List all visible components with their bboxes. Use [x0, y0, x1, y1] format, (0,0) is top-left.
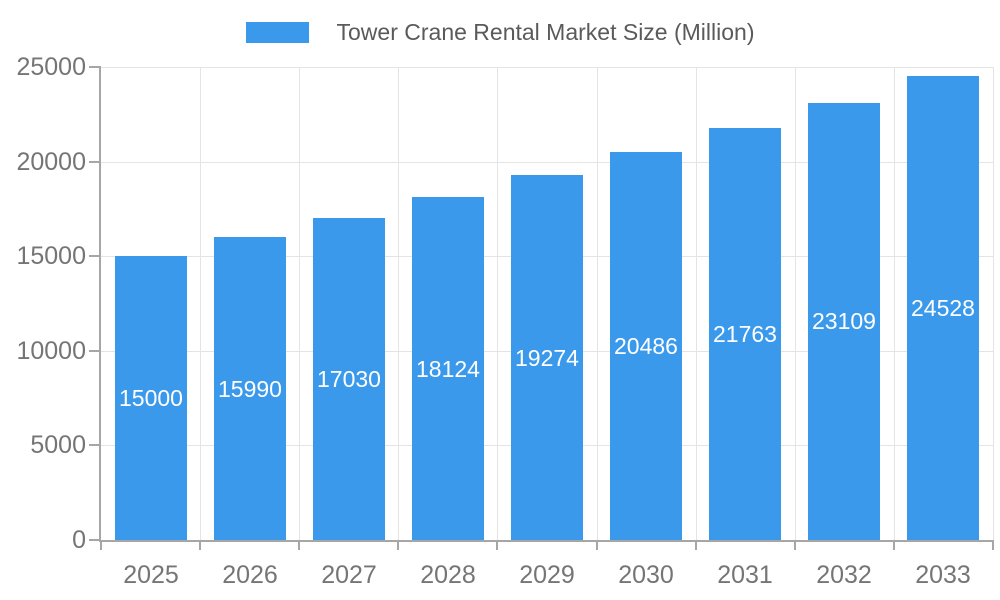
v-gridline: [497, 67, 498, 540]
bar[interactable]: [214, 237, 286, 540]
x-axis-label: 2029: [519, 561, 575, 589]
bar[interactable]: [808, 103, 880, 540]
x-tick-mark: [298, 540, 300, 550]
x-axis-label: 2030: [618, 561, 674, 589]
x-tick-mark: [992, 540, 994, 550]
x-tick-mark: [695, 540, 697, 550]
legend-item[interactable]: Tower Crane Rental Market Size (Million): [0, 20, 1000, 45]
x-tick-mark: [596, 540, 598, 550]
y-axis-label: 20000: [16, 148, 86, 176]
v-gridline: [894, 67, 895, 540]
bar-value-label: 15990: [218, 376, 282, 402]
x-axis-label: 2027: [321, 561, 377, 589]
y-tick-mark: [89, 350, 101, 352]
y-tick-mark: [89, 161, 101, 163]
bar[interactable]: [511, 175, 583, 540]
y-axis-label: 10000: [16, 337, 86, 365]
h-gridline: [101, 162, 993, 163]
x-tick-mark: [397, 540, 399, 550]
x-axis-line: [99, 540, 993, 542]
y-tick-mark: [89, 539, 101, 541]
legend-label: Tower Crane Rental Market Size (Million): [336, 19, 755, 45]
y-axis-label: 25000: [16, 53, 86, 81]
bar-value-label: 23109: [812, 308, 876, 334]
bar-value-label: 19274: [515, 345, 579, 371]
v-gridline: [795, 67, 796, 540]
bar-value-label: 15000: [119, 385, 183, 411]
v-gridline: [398, 67, 399, 540]
v-gridline: [696, 67, 697, 540]
x-tick-mark: [794, 540, 796, 550]
y-tick-mark: [89, 255, 101, 257]
v-gridline: [993, 67, 994, 540]
v-gridline: [299, 67, 300, 540]
bar[interactable]: [412, 197, 484, 540]
bar-value-label: 24528: [911, 295, 975, 321]
bar-value-label: 17030: [317, 366, 381, 392]
x-axis-label: 2031: [717, 561, 773, 589]
bar[interactable]: [115, 256, 187, 540]
x-tick-mark: [199, 540, 201, 550]
x-tick-mark: [496, 540, 498, 550]
legend-swatch: [245, 22, 309, 43]
x-axis-label: 2026: [222, 561, 278, 589]
bar-value-label: 21763: [713, 321, 777, 347]
y-tick-mark: [89, 66, 101, 68]
x-axis-label: 2028: [420, 561, 476, 589]
bar[interactable]: [610, 152, 682, 540]
h-gridline: [101, 67, 993, 68]
bar-value-label: 18124: [416, 356, 480, 382]
y-axis-label: 15000: [16, 242, 86, 270]
y-axis-line: [99, 67, 101, 542]
bar[interactable]: [313, 218, 385, 540]
y-axis-label: 5000: [30, 431, 86, 459]
x-tick-mark: [100, 540, 102, 550]
y-tick-mark: [89, 444, 101, 446]
y-axis-label: 0: [72, 526, 86, 554]
x-axis-label: 2025: [123, 561, 179, 589]
bar[interactable]: [709, 128, 781, 540]
x-tick-mark: [893, 540, 895, 550]
x-axis-label: 2032: [816, 561, 872, 589]
v-gridline: [200, 67, 201, 540]
bar-value-label: 20486: [614, 333, 678, 359]
bar[interactable]: [907, 76, 979, 540]
v-gridline: [597, 67, 598, 540]
x-axis-label: 2033: [915, 561, 971, 589]
